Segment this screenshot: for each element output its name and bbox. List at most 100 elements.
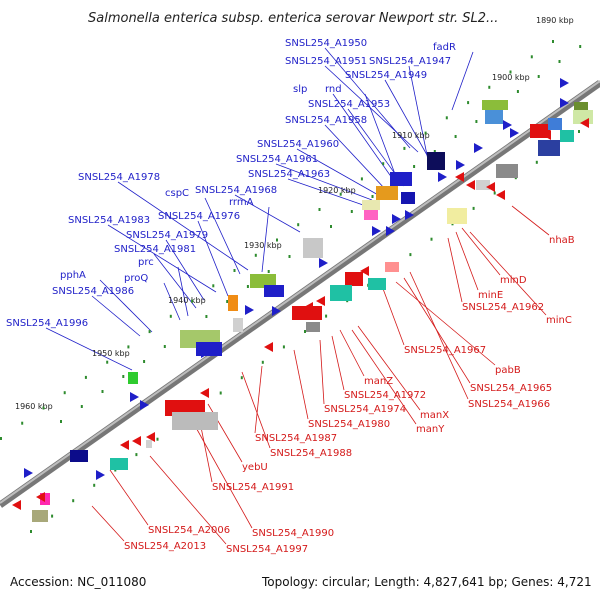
- gene-box: [482, 100, 508, 110]
- gene-box: [303, 238, 323, 258]
- tick-label: 1920 kbp: [318, 186, 356, 195]
- gene-label: SNSL254_A1949: [345, 70, 427, 81]
- gene-label: SNSL254_A1972: [344, 390, 426, 401]
- gene-label: SNSL254_A1961: [236, 154, 318, 165]
- gene-box: [368, 278, 386, 290]
- gene-label: SNSL254_A1986: [52, 286, 134, 297]
- gene-box: [401, 192, 415, 204]
- gene-arrow: [200, 388, 209, 398]
- gene-box: [172, 412, 218, 430]
- tick-label: 1890 kbp: [536, 16, 574, 25]
- gene-box: [196, 342, 222, 356]
- gene-features: [0, 40, 593, 533]
- gene-box: [146, 440, 152, 448]
- gene-arrow: [542, 130, 551, 140]
- gene-label: SNSL254_A1960: [257, 139, 339, 150]
- gene-box: [364, 210, 378, 220]
- gene-box: [476, 180, 490, 190]
- gene-box: [110, 458, 128, 470]
- gene-label: SNSL254_A1976: [158, 211, 240, 222]
- map-title: Salmonella enterica subsp. enterica sero…: [88, 11, 498, 26]
- tick-label: 1910 kbp: [392, 131, 430, 140]
- tick-label: 1940 kbp: [168, 296, 206, 305]
- gene-label: SNSL254_A1965: [470, 383, 552, 394]
- kbp-ticks: 1890 kbp 1900 kbp 1910 kbp 1920 kbp 1930 kbp…: [15, 16, 574, 411]
- gene-label: minD: [500, 275, 527, 286]
- gene-arrow: [132, 436, 141, 446]
- gene-arrow: [245, 305, 254, 315]
- gene-arrow: [24, 468, 33, 478]
- gene-box: [427, 152, 445, 170]
- gene-box: [233, 318, 243, 332]
- gene-arrow: [212, 342, 221, 352]
- gene-label: SNSL254_A1978: [78, 172, 160, 183]
- gene-label: prc: [138, 257, 154, 268]
- gene-box: [128, 372, 138, 384]
- gene-label: manX: [420, 410, 449, 421]
- gene-box: [264, 285, 284, 297]
- gene-box: [538, 140, 560, 156]
- gene-arrow: [130, 392, 139, 402]
- gene-arrow: [405, 210, 414, 220]
- gene-arrow: [96, 470, 105, 480]
- gene-label: SNSL254_A1968: [195, 185, 277, 196]
- gene-box: [496, 164, 518, 178]
- gene-label: SNSL254_A2006: [148, 525, 230, 536]
- genome-backbone: [0, 80, 600, 508]
- gene-arrow: [456, 160, 465, 170]
- gene-box: [306, 322, 320, 332]
- gene-box: [390, 172, 412, 186]
- gene-box: [376, 186, 398, 200]
- gene-arrow: [560, 98, 569, 108]
- gene-label: minE: [478, 290, 503, 301]
- gene-arrow: [146, 432, 155, 442]
- gene-arrow: [510, 128, 519, 138]
- gene-label: SNSL254_A1953: [308, 99, 390, 110]
- gene-label: SNSL254_A1958: [285, 115, 367, 126]
- gene-arrow: [486, 182, 495, 192]
- gene-label: SNSL254_A1963: [248, 169, 330, 180]
- gene-label: SNSL254_A1966: [468, 399, 550, 410]
- tick-label: 1900 kbp: [492, 73, 530, 82]
- gene-arrow: [120, 440, 129, 450]
- gene-label: manY: [416, 424, 445, 435]
- gene-box: [560, 130, 574, 142]
- gene-arrow: [201, 348, 210, 358]
- tick-label: 1950 kbp: [92, 349, 130, 358]
- gene-label: minC: [546, 315, 572, 326]
- gene-arrow: [350, 272, 359, 282]
- gene-label: slp: [293, 84, 307, 95]
- gene-label: SNSL254_A1974: [324, 404, 406, 415]
- gene-arrow: [304, 302, 313, 312]
- gene-label: cspC: [165, 188, 189, 199]
- gene-label: SNSL254_A1981: [114, 244, 196, 255]
- gene-arrow: [140, 400, 149, 410]
- gene-label: SNSL254_A1951: [285, 56, 367, 67]
- gene-box: [32, 510, 48, 522]
- gene-box: [362, 200, 380, 210]
- gene-label: SNSL254_A1962: [462, 302, 544, 313]
- gene-label: yebU: [242, 462, 268, 473]
- gene-arrow: [316, 296, 325, 306]
- gene-label: SNSL254_A1988: [270, 448, 352, 459]
- gene-arrow: [474, 143, 483, 153]
- gene-box: [292, 306, 322, 320]
- gene-arrow: [466, 180, 475, 190]
- gene-box: [447, 208, 467, 224]
- gene-arrow: [372, 226, 381, 236]
- gene-label: SNSL254_A1950: [285, 38, 367, 49]
- gene-arrow: [438, 172, 447, 182]
- gene-label: rnd: [325, 84, 342, 95]
- gene-label: manZ: [364, 376, 393, 387]
- gene-arrow: [386, 226, 395, 236]
- tick-label: 1960 kbp: [15, 402, 53, 411]
- gene-arrow: [319, 258, 328, 268]
- gene-arrow: [360, 266, 369, 276]
- gene-arrow: [264, 342, 273, 352]
- gene-box: [228, 295, 238, 311]
- gene-box: [574, 102, 588, 110]
- gene-arrow: [455, 172, 464, 182]
- gene-label: SNSL254_A1991: [212, 482, 294, 493]
